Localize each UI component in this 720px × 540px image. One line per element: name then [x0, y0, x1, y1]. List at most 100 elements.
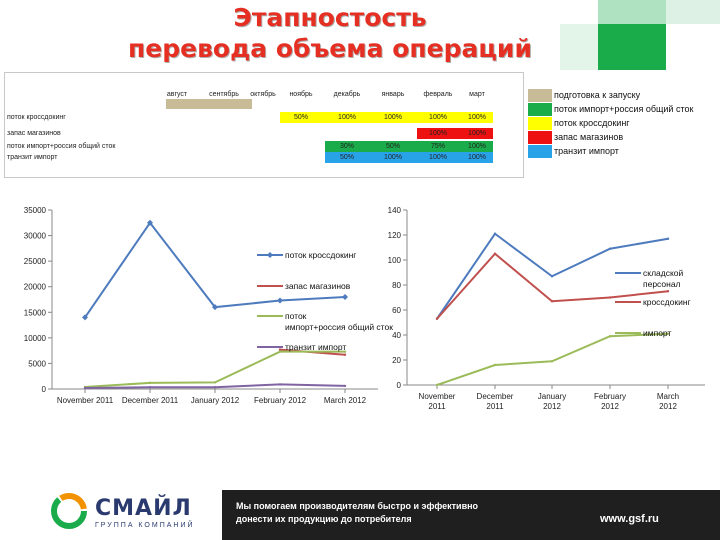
series-3-point-0 [83, 386, 87, 390]
series-0-point-2 [212, 304, 218, 311]
x-tick-label-0: November 2011 [57, 396, 114, 405]
series-1-point-1 [493, 252, 497, 255]
logo-subtitle: ГРУППА КОМПАНИЙ [95, 522, 195, 529]
table-row-label-3: транзит импорт [7, 154, 58, 161]
table-band-3 [325, 152, 493, 163]
series-2-point-4 [666, 332, 670, 335]
series-1-point-3 [278, 348, 282, 351]
y-tick-label-7: 35000 [24, 206, 47, 215]
series-line-1 [436, 252, 669, 320]
logo-mark [50, 492, 88, 530]
series-0-point-3 [277, 297, 283, 304]
stage-legend-label-4: транзит импорт [554, 146, 619, 156]
series-0-point-1 [493, 232, 497, 235]
stage-legend-label-0: подготовка к запуску [554, 90, 641, 100]
series-2-point-1 [148, 381, 152, 385]
y-tick-label-3: 60 [392, 306, 401, 315]
schedule-table: август сентябрь октябрь ноябрь декабрь январь… [4, 72, 524, 178]
y-tick-label-2: 10000 [24, 334, 47, 343]
table-cell-3-6: 100% [429, 154, 447, 161]
series-1-point-4 [343, 353, 347, 356]
y-tick-label-7: 140 [388, 206, 402, 215]
table-band-0 [280, 112, 493, 123]
stage-legend-swatch-4 [528, 145, 552, 158]
stage-legend-item-1: поток импорт+россия общий сток [528, 103, 718, 116]
series-2-point-4 [343, 350, 347, 353]
website-link[interactable]: www.gsf.ru [600, 513, 659, 525]
table-cell-0-6: 100% [429, 114, 447, 121]
table-cell-1-7: 100% [468, 130, 486, 137]
table-cell-3-4: 50% [339, 154, 354, 161]
table-row-label-0: поток кроссдокинг [7, 114, 66, 121]
table-cell-1-6: 100% [429, 130, 447, 137]
stage-legend-item-3: запас магазинов [528, 131, 718, 144]
series-0-point-3 [608, 247, 612, 250]
table-cell-3-5: 100% [384, 154, 402, 161]
table-header-0: август [166, 91, 188, 98]
x-tick-label-3: February 2012 [254, 396, 307, 405]
series-1-point-2 [550, 300, 554, 303]
deco-block-green-dark [598, 24, 666, 70]
series-0-point-4 [666, 237, 670, 240]
table-header-4: декабрь [333, 91, 361, 98]
stage-legend-label-3: запас магазинов [554, 132, 624, 142]
series-3-point-1 [148, 386, 152, 389]
series-2-point-3 [608, 335, 612, 338]
stage-legend-label-1: поток импорт+россия общий сток [554, 104, 694, 114]
table-cell-0-7: 100% [468, 114, 486, 121]
series-3-point-3 [278, 383, 282, 386]
title-line-1: Этапностость [233, 3, 427, 32]
y-tick-label-4: 20000 [24, 283, 47, 292]
series-0-point-0 [82, 314, 88, 321]
legend-marker-0 [267, 252, 273, 258]
series-2-point-1 [493, 363, 497, 367]
table-cell-0-5: 100% [384, 114, 402, 121]
legend-label-0: складской персонал [643, 268, 684, 289]
deco-block-green [598, 0, 666, 24]
y-tick-label-1: 20 [392, 356, 401, 365]
series-0-point-1 [147, 219, 153, 226]
y-tick-label-5: 25000 [24, 257, 47, 266]
y-tick-label-6: 30000 [24, 232, 47, 241]
slogan-line-2: донести их продукцию до потребителя [236, 514, 412, 524]
x-tick-label-3: February 2012 [594, 392, 626, 411]
table-band-1 [417, 128, 493, 139]
x-tick-label-4: March 2012 [324, 396, 367, 405]
x-tick-label-2: January 2012 [538, 392, 566, 411]
legend-label-1: кроссдокинг [643, 297, 691, 307]
series-3-point-4 [343, 384, 347, 388]
series-2-point-2 [213, 381, 217, 384]
series-0-point-4 [342, 293, 348, 300]
series-1-point-0 [435, 317, 439, 320]
series-line-0 [84, 221, 346, 318]
table-row-label-2: поток импорт+россия общий сток [7, 143, 116, 150]
y-tick-label-1: 5000 [28, 359, 46, 368]
y-tick-label-6: 120 [388, 231, 402, 240]
series-3-point-2 [213, 386, 217, 389]
legend-label-1: запас магазинов [285, 281, 351, 291]
stage-legend-swatch-3 [528, 131, 552, 144]
series-0-point-2 [550, 275, 554, 278]
y-tick-label-0: 0 [397, 381, 402, 390]
y-tick-label-0: 0 [42, 385, 47, 394]
slide-title: Этапностость перевода объема операций [100, 2, 560, 64]
series-1-point-3 [608, 296, 612, 299]
table-cell-0-3: 50% [293, 114, 308, 121]
title-line-2: перевода объема операций [128, 34, 532, 63]
table-band-2 [325, 141, 493, 152]
stage-legend-item-4: транзит импорт [528, 145, 718, 158]
y-tick-label-5: 100 [388, 256, 402, 265]
table-cell-3-7: 100% [468, 154, 486, 161]
deco-block-light-2 [560, 24, 598, 70]
stage-legend-swatch-0 [528, 89, 552, 102]
table-header-3: ноябрь [289, 91, 313, 98]
series-2-point-2 [550, 360, 554, 363]
x-tick-label-1: December 2011 [122, 396, 179, 405]
table-header-6: февраль [423, 91, 453, 98]
slogan-line-1: Мы помогаем производителям быстро и эффе… [236, 501, 479, 511]
x-tick-label-4: March 2012 [657, 392, 679, 411]
legend-label-3: транзит импорт [285, 342, 346, 352]
legend-label-2: поток импорт+россия общий сток [285, 311, 393, 332]
slogan: Мы помогаем производителям быстро и эффе… [236, 500, 556, 526]
table-header-7: март [469, 91, 485, 98]
